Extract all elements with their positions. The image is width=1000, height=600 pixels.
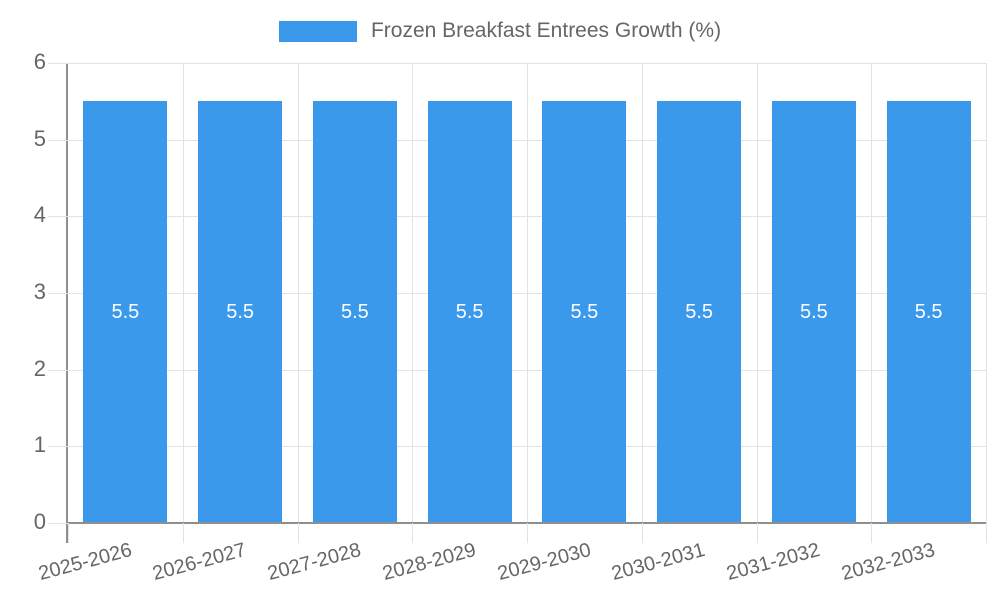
y-axis-tick-label: 2 [33, 355, 46, 381]
x-tick-mark [527, 523, 528, 543]
x-tick-mark [641, 523, 643, 543]
x-axis-tick-label: 2027-2028 [265, 539, 364, 586]
bar[interactable]: 5.5 [542, 101, 627, 523]
x-axis-tick-label: 2030-2031 [609, 539, 708, 586]
y-tick-mark [48, 63, 68, 64]
x-tick-mark [297, 523, 299, 543]
v-gridline [412, 63, 414, 523]
y-axis-tick-label: 6 [33, 48, 46, 74]
x-axis-tick-label: 2029-2030 [494, 539, 594, 586]
x-tick-mark [756, 523, 758, 543]
x-axis-tick-label: 2031-2032 [724, 539, 823, 586]
x-axis-tick-label: 2032-2033 [839, 539, 938, 586]
y-tick-mark [48, 523, 68, 524]
y-axis-line [66, 63, 68, 543]
y-axis-tick-label: 1 [33, 432, 46, 458]
x-tick-mark [871, 523, 873, 543]
x-tick-mark [182, 523, 184, 543]
y-axis-tick-label: 0 [33, 508, 46, 534]
y-axis-tick-label: 5 [33, 125, 46, 151]
bar-value-label: 5.5 [799, 300, 828, 323]
bar[interactable]: 5.5 [198, 101, 283, 523]
v-gridline [986, 63, 987, 523]
v-gridline [871, 63, 873, 523]
x-tick-mark [412, 523, 414, 543]
y-tick-mark [48, 139, 68, 141]
bar-value-label: 5.5 [111, 300, 140, 323]
x-axis-tick-label: 2028-2029 [380, 539, 479, 586]
bar[interactable]: 5.5 [312, 101, 397, 523]
bar[interactable]: 5.5 [83, 101, 168, 523]
v-gridline [527, 63, 528, 523]
y-axis-tick-label: 3 [33, 278, 46, 304]
y-tick-mark [48, 216, 68, 218]
bar[interactable]: 5.5 [657, 101, 742, 523]
legend-label: Frozen Breakfast Entrees Growth (%) [370, 19, 722, 42]
x-axis-tick-label: 2026-2027 [150, 539, 249, 586]
y-tick-mark [48, 446, 68, 448]
bar-value-label: 5.5 [914, 300, 943, 323]
v-gridline [756, 63, 758, 523]
bar-value-label: 5.5 [685, 300, 714, 323]
x-axis-line [67, 522, 986, 524]
x-tick-mark [68, 523, 69, 543]
y-tick-mark [48, 369, 68, 371]
x-axis-tick-label: 2025-2026 [35, 539, 135, 586]
bar[interactable]: 5.5 [427, 101, 512, 523]
legend: Frozen Breakfast Entrees Growth (%) [0, 19, 1000, 43]
y-tick-mark [48, 293, 68, 294]
y-axis-tick-label: 4 [33, 202, 46, 228]
bar-value-label: 5.5 [226, 300, 255, 323]
bar-value-label: 5.5 [455, 300, 484, 323]
v-gridline [182, 63, 184, 523]
bar[interactable]: 5.5 [771, 101, 856, 523]
v-gridline [641, 63, 643, 523]
bar[interactable]: 5.5 [886, 101, 971, 523]
x-tick-mark [986, 523, 987, 543]
legend-swatch-icon [278, 20, 357, 42]
v-gridline [297, 63, 299, 523]
legend-item[interactable]: Frozen Breakfast Entrees Growth (%) [278, 19, 722, 43]
bar-value-label: 5.5 [570, 300, 599, 323]
bar-value-label: 5.5 [340, 300, 369, 323]
